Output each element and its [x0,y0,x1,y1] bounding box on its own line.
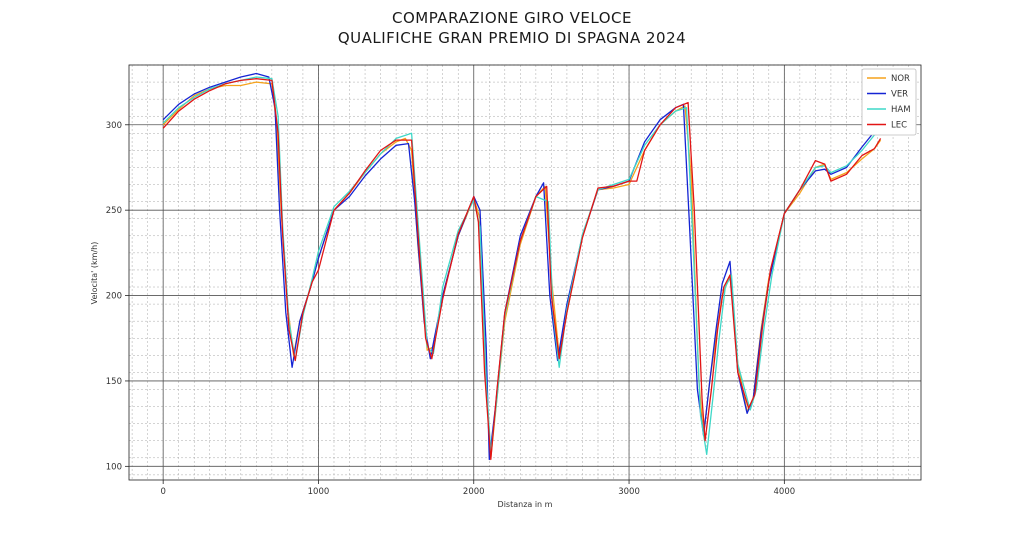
x-tick-label: 2000 [463,487,485,497]
chart-subtitle: QUALIFICHE GRAN PREMIO DI SPAGNA 2024 [338,29,686,47]
y-tick-label: 150 [106,377,122,387]
y-tick-label: 250 [106,206,122,216]
x-tick-label: 4000 [774,487,796,497]
minor-grid [129,64,921,480]
x-tick-label: 0 [160,487,165,497]
x-tick-label: 1000 [308,487,330,497]
legend-label-ver: VER [891,90,908,100]
y-tick-label: 300 [106,121,122,131]
x-axis-label: Distanza in m [498,500,553,509]
chart-title: COMPARAZIONE GIRO VELOCE [392,9,632,27]
legend: NOR VER HAM LEC [861,68,917,136]
y-axis-label: Velocita' (km/h) [90,242,99,305]
legend-label-ham: HAM [891,105,911,115]
y-tick-label: 100 [106,462,122,472]
major-grid [129,65,921,480]
x-axis-ticks: 0 1000 2000 3000 4000 [160,480,795,497]
series-layer [162,72,882,461]
y-tick-label: 200 [106,292,122,302]
legend-label-nor: NOR [891,74,910,84]
plot-frame [128,64,922,481]
series-line-lec [162,78,882,461]
y-axis-ticks: 100 150 200 250 300 [106,121,129,472]
legend-label-lec: LEC [891,121,907,131]
legend-box [861,68,917,136]
x-tick-label: 3000 [618,487,640,497]
